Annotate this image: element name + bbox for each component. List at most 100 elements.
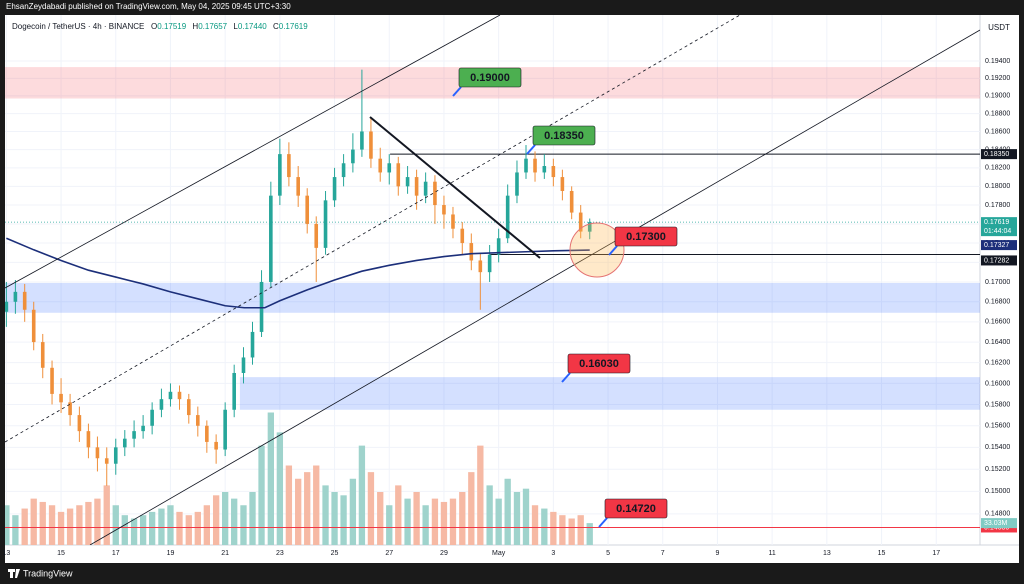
- callout-box: [614, 226, 678, 247]
- volume-bar: [340, 495, 347, 545]
- callout-label: 0.19000: [470, 72, 510, 84]
- x-tick-label: 23: [276, 550, 284, 557]
- candle-body: [214, 441, 218, 450]
- x-tick-label: 13: [823, 550, 831, 557]
- candle-body: [332, 177, 337, 201]
- candle-body: [314, 223, 319, 248]
- legend-value: 0.17619: [278, 22, 308, 31]
- volume-bar: [285, 465, 293, 545]
- zone: [5, 282, 980, 313]
- volume-bar: [459, 492, 466, 545]
- volume-bar: [295, 478, 302, 545]
- candle-body: [515, 172, 519, 196]
- candle-body: [278, 154, 282, 196]
- candle-body: [259, 281, 264, 332]
- candle-body: [305, 195, 310, 224]
- volume-bar: [449, 498, 457, 545]
- candle-body: [387, 163, 392, 173]
- candle-body: [423, 181, 428, 196]
- candle-body: [487, 254, 492, 273]
- legend-key: L: [233, 22, 238, 31]
- volume-bar: [304, 472, 311, 545]
- candle-body: [196, 415, 200, 426]
- legend-value: 0.17657: [198, 22, 228, 31]
- chart-background: [5, 15, 1019, 563]
- y-tick-label: 0.19000: [985, 93, 1010, 100]
- volume-bar: [440, 501, 448, 545]
- y-tick-label: 0.16000: [985, 380, 1010, 387]
- y-tick-label: 0.17000: [985, 279, 1010, 286]
- candle-body: [524, 158, 528, 173]
- y-tick-label: 0.15800: [985, 401, 1010, 408]
- y-tick-label: 0.16600: [985, 319, 1010, 326]
- candle-body: [168, 391, 173, 400]
- candle-body: [396, 163, 401, 187]
- candle-body: [22, 291, 27, 310]
- callout-label: 0.17300: [626, 231, 666, 243]
- candle-body: [104, 458, 109, 464]
- x-tick-label: 13: [2, 550, 10, 557]
- volume-bar: [331, 492, 338, 545]
- callout-pointer: [598, 517, 608, 528]
- volume-bar: [94, 498, 101, 545]
- volume-bar: [5, 505, 10, 545]
- y-tick-label: 0.15600: [985, 423, 1010, 430]
- candle-body: [414, 177, 419, 196]
- candle-body: [269, 195, 273, 282]
- volume-bar: [486, 485, 493, 545]
- volume-bar: [66, 508, 74, 545]
- zone: [239, 377, 980, 410]
- price-label-bg: [981, 217, 1017, 237]
- x-tick-label: 17: [932, 550, 940, 557]
- candle-body: [31, 309, 36, 343]
- callout-box: [604, 498, 668, 519]
- channel-upper: [5, 15, 501, 289]
- level-label-bg: [981, 255, 1017, 266]
- candle-body: [50, 367, 54, 394]
- volume-bar: [121, 515, 128, 545]
- symbol-title: Dogecoin / TetherUS · 4h · BINANCE: [12, 22, 145, 31]
- candle-body: [132, 431, 136, 439]
- volume-bar: [504, 478, 511, 545]
- volume-bar: [404, 498, 411, 545]
- triangle-line: [369, 116, 541, 259]
- candle-body: [533, 158, 537, 173]
- volume-bar: [431, 498, 439, 545]
- y-tick-label: 0.19400: [985, 58, 1010, 65]
- volume-bar: [185, 515, 192, 545]
- candle-body: [5, 301, 9, 312]
- y-tick-label: 0.15000: [985, 488, 1010, 495]
- price-label: 0.17619: [984, 219, 1009, 226]
- callout-label: 0.18350: [544, 130, 584, 142]
- level-label-bg: [981, 149, 1017, 160]
- candle-body: [159, 399, 164, 410]
- y-tick-label: 0.18200: [985, 165, 1010, 172]
- candle-body: [378, 158, 383, 173]
- callout-box: [532, 125, 596, 146]
- volume-bar: [395, 485, 402, 545]
- volume-bar: [267, 412, 274, 545]
- candle-body: [296, 177, 300, 196]
- volume-bar: [422, 505, 429, 545]
- volume-bar: [12, 515, 19, 545]
- volume-bar: [103, 485, 110, 545]
- channel-lower: [89, 29, 980, 545]
- volume-bar: [203, 505, 210, 545]
- ma-label: 0.17327: [984, 242, 1009, 249]
- x-tick-label: 29: [440, 550, 448, 557]
- candle-body: [223, 409, 227, 450]
- x-tick-label: 19: [167, 550, 175, 557]
- y-tick-label: 0.15400: [985, 444, 1010, 451]
- callout-label: 0.16030: [579, 358, 619, 370]
- y-tick-label: 0.18800: [985, 110, 1010, 117]
- candle-body: [542, 166, 547, 173]
- volume-label-bg: [981, 518, 1017, 529]
- volume-bar: [367, 472, 375, 545]
- volume-bar: [322, 485, 329, 545]
- candle-body: [351, 149, 355, 164]
- volume-bar: [167, 505, 174, 545]
- level-label: 0.18350: [984, 151, 1009, 158]
- candle-body: [578, 212, 583, 232]
- candle-body: [569, 190, 574, 213]
- volume-bar: [30, 498, 37, 545]
